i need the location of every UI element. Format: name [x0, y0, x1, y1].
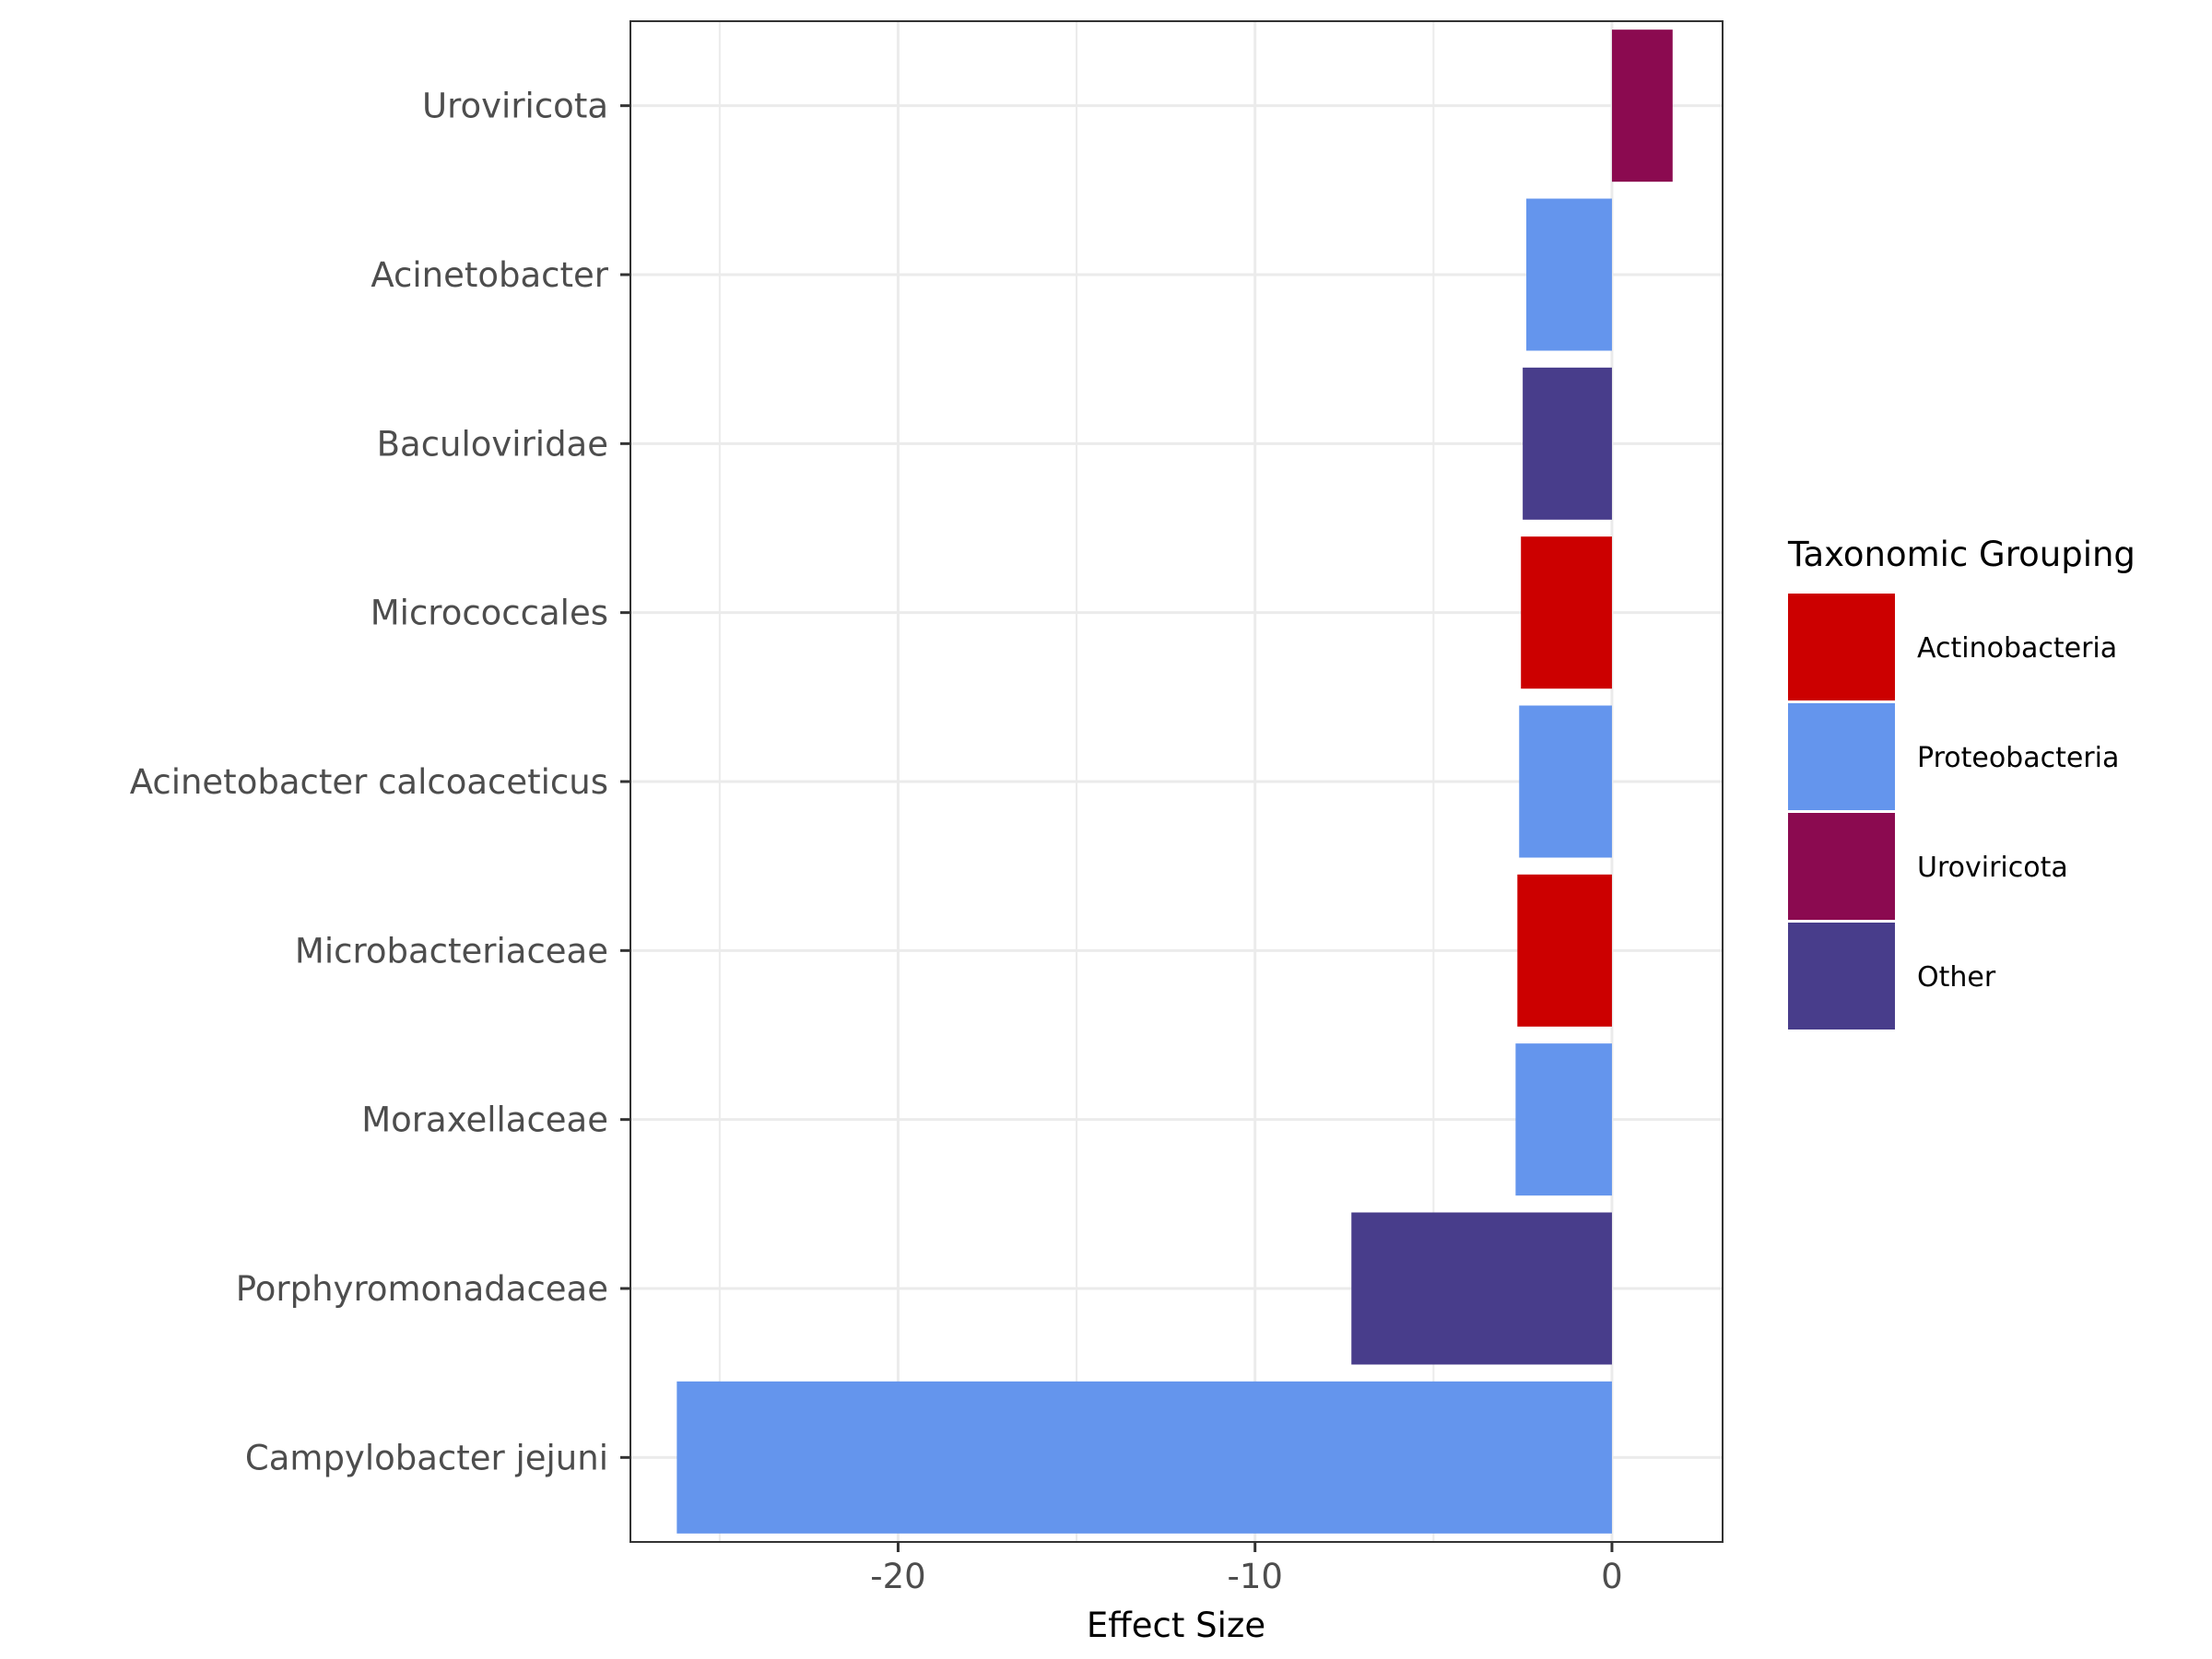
bar: [1526, 198, 1612, 351]
legend-label: Proteobacteria: [1917, 742, 2119, 774]
bar: [1519, 705, 1612, 858]
bar: [1517, 874, 1612, 1027]
legend-label: Uroviricota: [1917, 852, 2068, 884]
y-tick-label: Baculoviridae: [377, 424, 608, 464]
y-tick-label: Moraxellaceae: [361, 1100, 608, 1140]
y-tick-label: Microbacteriaceae: [295, 931, 608, 971]
x-tick-label: 0: [1601, 1557, 1623, 1596]
legend-label: Other: [1917, 961, 1996, 994]
legend-key: [1788, 923, 1895, 1030]
bar: [1351, 1212, 1612, 1365]
legend-key: [1788, 594, 1895, 700]
bar: [1515, 1043, 1612, 1196]
y-tick-label: Acinetobacter calcoaceticus: [130, 762, 608, 802]
legend-key: [1788, 703, 1895, 810]
bar: [1611, 29, 1673, 182]
legend-title: Taxonomic Grouping: [1787, 535, 2136, 574]
bar: [1521, 536, 1612, 689]
y-tick-label: Micrococcales: [371, 594, 608, 633]
legend-key: [1788, 813, 1895, 920]
y-tick-label: Campylobacter jejuni: [245, 1438, 608, 1477]
x-axis: -20 -10 0: [870, 1542, 1623, 1596]
y-tick-label: Porphyromonadaceae: [236, 1269, 608, 1309]
x-tick-label: -10: [1227, 1557, 1282, 1596]
bar: [677, 1381, 1612, 1534]
x-axis-title: Effect Size: [1087, 1606, 1265, 1645]
y-tick-label: Uroviricota: [422, 87, 608, 126]
x-tick-label: -20: [870, 1557, 925, 1596]
y-axis: Uroviricota Acinetobacter Baculoviridae Mic…: [130, 87, 630, 1477]
legend: Actinobacteria Proteobacteria Uroviricota O…: [1788, 594, 2119, 1030]
bar: [1523, 367, 1612, 520]
bars: [677, 29, 1673, 1534]
y-tick-label: Acinetobacter: [371, 255, 608, 295]
legend-label: Actinobacteria: [1917, 632, 2117, 665]
